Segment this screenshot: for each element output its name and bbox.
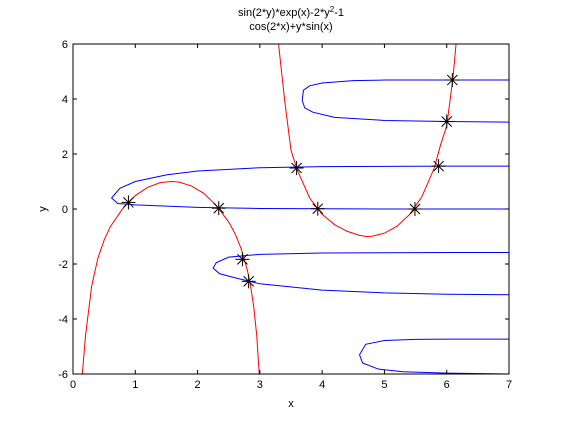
x-tick-label: 5	[381, 379, 387, 391]
intersection-marker-8	[445, 73, 460, 88]
x-tick-label: 1	[132, 379, 138, 391]
intersection-marker-6	[431, 159, 446, 174]
y-tick-label: -2	[58, 259, 68, 271]
intersection-marker-3	[310, 201, 325, 216]
y-tick-label: 0	[62, 204, 68, 216]
curve-1-branch-1	[301, 79, 509, 123]
y-tick-label: 4	[62, 94, 68, 106]
intersection-marker-4	[407, 202, 422, 216]
y-tick-label: 2	[62, 149, 68, 161]
x-axis-label: x	[288, 398, 294, 410]
y-tick-label: 6	[62, 39, 68, 51]
intersection-marker-7	[439, 114, 454, 129]
x-tick-label: 4	[319, 379, 325, 391]
x-tick-label: 3	[257, 379, 263, 391]
curve-1-branch-4	[358, 338, 509, 374]
x-tick-label: 7	[506, 379, 512, 391]
curve-1-branch-3	[212, 251, 509, 296]
intersection-marker-2	[211, 201, 226, 216]
ticks: 0 1 2 3 4 5 6 7 -6 -4 -2 0 2 4 6	[58, 39, 512, 391]
intersection-marker-9	[235, 252, 250, 267]
x-tick-label: 0	[70, 379, 76, 391]
intersection-marker-10	[241, 274, 256, 289]
title-line-2: cos(2*x)+y*sin(x)	[249, 21, 332, 33]
y-tick-label: -4	[58, 314, 68, 326]
intersection-marker-1	[121, 195, 136, 210]
x-tick-label: 2	[195, 379, 201, 391]
title-line-1: sin(2*y)*exp(x)-2*y2-1	[238, 5, 344, 20]
curve-2-branch-2	[278, 44, 460, 238]
x-tick-label: 6	[444, 379, 450, 391]
intersection-marker-5	[289, 161, 304, 176]
y-axis-label: y	[37, 206, 49, 212]
curve-1-branch-2	[110, 165, 509, 210]
intersection-markers	[121, 73, 460, 289]
y-tick-label: -6	[58, 369, 68, 381]
